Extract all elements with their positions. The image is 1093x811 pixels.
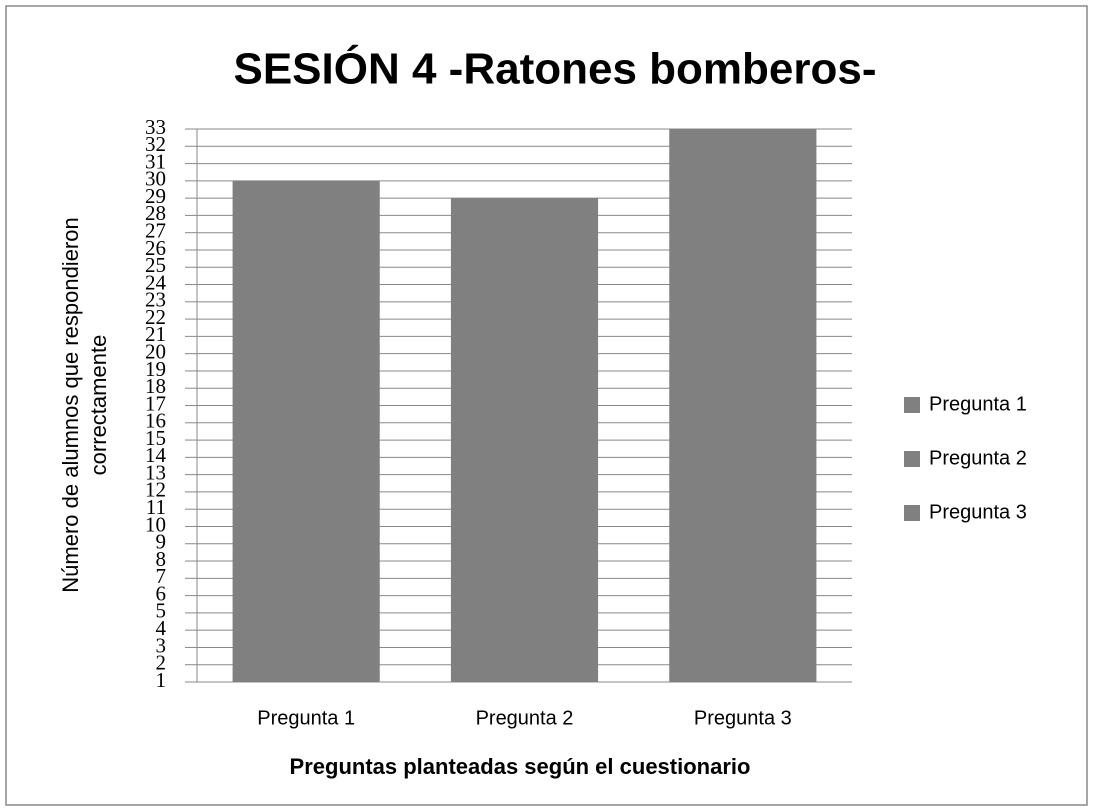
y-tick-label: 15 (145, 426, 166, 450)
y-tick-label: 29 (145, 184, 166, 208)
y-tick-label: 24 (145, 270, 167, 294)
y-tick-label: 11 (146, 495, 166, 519)
y-tick-label: 14 (145, 443, 167, 467)
bar (669, 129, 817, 682)
bar (450, 198, 599, 682)
legend-swatch (904, 505, 920, 521)
y-tick-label: 22 (145, 305, 166, 329)
y-tick-label: 25 (145, 253, 166, 277)
legend-swatch (904, 397, 920, 413)
y-tick-label: 28 (145, 201, 166, 225)
y-tick-label: 30 (145, 167, 166, 191)
y-axis-title-line: correctamente (86, 335, 111, 476)
y-tick-label: 8 (156, 547, 167, 571)
y-tick-label: 7 (156, 564, 167, 588)
y-tick-label: 19 (145, 357, 166, 381)
y-tick-label: 13 (145, 460, 166, 484)
legend-label: Pregunta 1 (929, 393, 1027, 415)
x-tick-label: Pregunta 1 (257, 707, 355, 729)
y-tick-label: 20 (145, 339, 166, 363)
bar (232, 180, 380, 682)
y-tick-label: 6 (156, 581, 167, 605)
y-tick-label: 17 (145, 391, 166, 415)
y-tick-label: 2 (156, 651, 167, 675)
y-tick-label: 9 (156, 530, 167, 554)
y-tick-label: 1 (156, 668, 167, 692)
y-tick-label: 16 (145, 409, 166, 433)
y-tick-label: 3 (156, 633, 167, 657)
y-tick-label: 5 (156, 599, 167, 623)
y-tick-label: 31 (145, 149, 166, 173)
y-tick-label: 21 (145, 322, 166, 346)
y-tick-label: 32 (145, 132, 166, 156)
y-tick-label: 26 (145, 236, 166, 260)
y-tick-label: 10 (145, 512, 166, 536)
y-tick-label: 12 (145, 478, 166, 502)
x-axis-title: Preguntas planteadas según el cuestionar… (290, 754, 751, 779)
y-axis-title: Número de alumnos que respondieron corre… (58, 217, 111, 592)
y-tick-label: 18 (145, 374, 166, 398)
legend-label: Pregunta 2 (929, 447, 1027, 469)
x-tick-label: Pregunta 3 (694, 707, 792, 729)
legend-swatch (904, 451, 920, 467)
y-tick-label: 33 (145, 115, 166, 139)
legend-label: Pregunta 3 (929, 501, 1027, 523)
x-tick-label: Pregunta 2 (476, 707, 574, 729)
y-tick-label: 27 (145, 219, 166, 243)
y-tick-label: 4 (156, 616, 167, 640)
y-tick-label: 23 (145, 288, 166, 312)
y-axis-title-line: Número de alumnos que respondieron (58, 217, 83, 592)
chart-title: SESIÓN 4 -Ratones bomberos- (233, 44, 876, 94)
